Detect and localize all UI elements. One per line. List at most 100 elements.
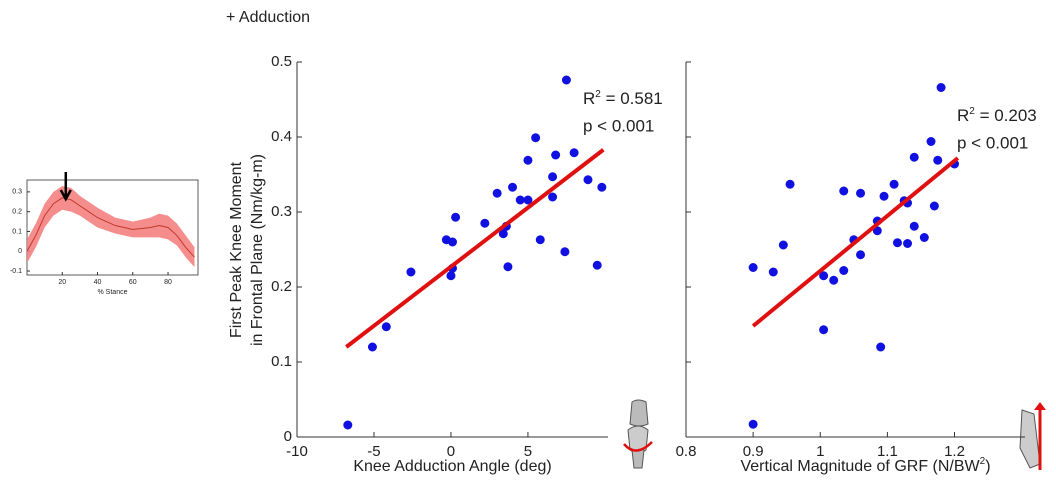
- x-tick-label: 0.8: [676, 443, 697, 460]
- y-tick-label: 0.3: [271, 203, 292, 220]
- point: [926, 137, 936, 146]
- x-tick-label: 80: [164, 279, 172, 286]
- point: [548, 192, 558, 202]
- point: [503, 262, 513, 272]
- point: [933, 155, 943, 165]
- band: [27, 185, 195, 268]
- x-tick-label: 1.1: [877, 443, 898, 460]
- y-tick-label: 0.1: [271, 353, 292, 370]
- point: [936, 83, 946, 92]
- point: [856, 250, 866, 260]
- r-squared-part: R: [957, 106, 969, 125]
- point: [492, 188, 502, 198]
- point: [876, 342, 886, 352]
- foot-icon: [1019, 402, 1046, 470]
- point: [448, 237, 457, 247]
- x-axis-label: % Stance: [98, 289, 128, 296]
- point: [343, 420, 353, 430]
- x-tick-label: -10: [286, 443, 308, 460]
- x-tick-label: 40: [94, 279, 102, 286]
- point: [560, 247, 570, 257]
- x-tick-label: 20: [58, 279, 66, 286]
- peak-arrow-head: [59, 189, 72, 202]
- point: [446, 271, 456, 281]
- y-axis-label: in Frontal Plane (Nm/kg-m): [249, 154, 266, 346]
- x-tick-label: 0.9: [743, 443, 764, 460]
- x-axis-label: Knee Adduction Angle (deg): [353, 458, 551, 475]
- annotation: + Adduction: [226, 9, 310, 26]
- y-tick-label: 0.1: [12, 228, 22, 235]
- y-tick-label: 0: [18, 248, 22, 255]
- point: [551, 150, 561, 160]
- r-squared-part: 2: [595, 89, 601, 100]
- x-tick-label: -5: [367, 443, 380, 460]
- p-value: p < 0.001: [583, 116, 654, 135]
- y-tick-label: 0.3: [12, 189, 22, 196]
- point: [819, 271, 829, 281]
- x-tick-label: 1.2: [944, 443, 965, 460]
- r-squared-part: 2: [969, 106, 975, 117]
- point: [909, 221, 919, 231]
- point: [531, 133, 541, 143]
- y-tick-label: 0.4: [271, 128, 292, 145]
- point: [406, 267, 416, 277]
- point: [889, 179, 899, 189]
- r-squared: R2 = 0.203: [957, 106, 1037, 125]
- point: [839, 186, 849, 196]
- point: [768, 267, 778, 277]
- x-axis-label: Vertical Magnitude of GRF (N/BW2): [740, 456, 990, 475]
- x-tick-label: 5: [524, 443, 532, 460]
- point: [919, 233, 929, 242]
- point: [523, 155, 533, 165]
- point: [583, 175, 593, 185]
- point: [498, 229, 508, 239]
- point: [561, 75, 571, 85]
- point: [592, 260, 602, 270]
- point: [819, 325, 829, 335]
- x-axis-label-part: ): [985, 458, 990, 475]
- y-tick-label: 0.2: [12, 209, 22, 216]
- plot-frame: [26, 179, 199, 276]
- y-tick-label: 0: [284, 428, 292, 445]
- point: [892, 238, 902, 248]
- r-squared-part: = 0.581: [601, 89, 663, 108]
- x-axis-label-part: Vertical Magnitude of GRF (N/BW: [740, 458, 980, 475]
- point: [367, 342, 377, 352]
- point: [597, 182, 607, 192]
- point: [569, 148, 579, 158]
- y-tick-label: 0.5: [271, 53, 292, 70]
- point: [785, 179, 795, 189]
- point: [856, 188, 866, 198]
- point: [879, 191, 889, 201]
- fit-line: [751, 156, 960, 328]
- r-squared-part: = 0.203: [975, 106, 1037, 125]
- x-axis-label-part: Knee Adduction Angle (deg): [353, 458, 551, 475]
- fit-line: [345, 148, 605, 349]
- knee-icon: [623, 399, 653, 469]
- point: [903, 239, 913, 248]
- x-tick-label: 1: [816, 443, 824, 460]
- point: [748, 263, 758, 272]
- point: [778, 240, 788, 250]
- point: [909, 152, 919, 162]
- point: [523, 195, 533, 205]
- point: [929, 201, 939, 211]
- x-tick-label: 0: [447, 443, 455, 460]
- r-squared-part: R: [583, 89, 595, 108]
- point: [381, 322, 391, 332]
- y-tick-label: -0.1: [10, 268, 22, 275]
- point: [508, 182, 518, 192]
- point: [548, 172, 558, 182]
- point: [535, 235, 545, 245]
- r-squared: R2 = 0.581: [583, 89, 663, 108]
- point: [480, 218, 490, 228]
- point: [515, 195, 525, 205]
- p-value: p < 0.001: [957, 133, 1028, 152]
- point: [839, 266, 849, 275]
- point: [829, 275, 839, 285]
- y-axis-label: First Peak Knee Moment: [228, 161, 245, 338]
- mean-line: [26, 197, 195, 258]
- x-tick-label: 60: [129, 279, 137, 286]
- x-axis-label-part: 2: [980, 456, 986, 467]
